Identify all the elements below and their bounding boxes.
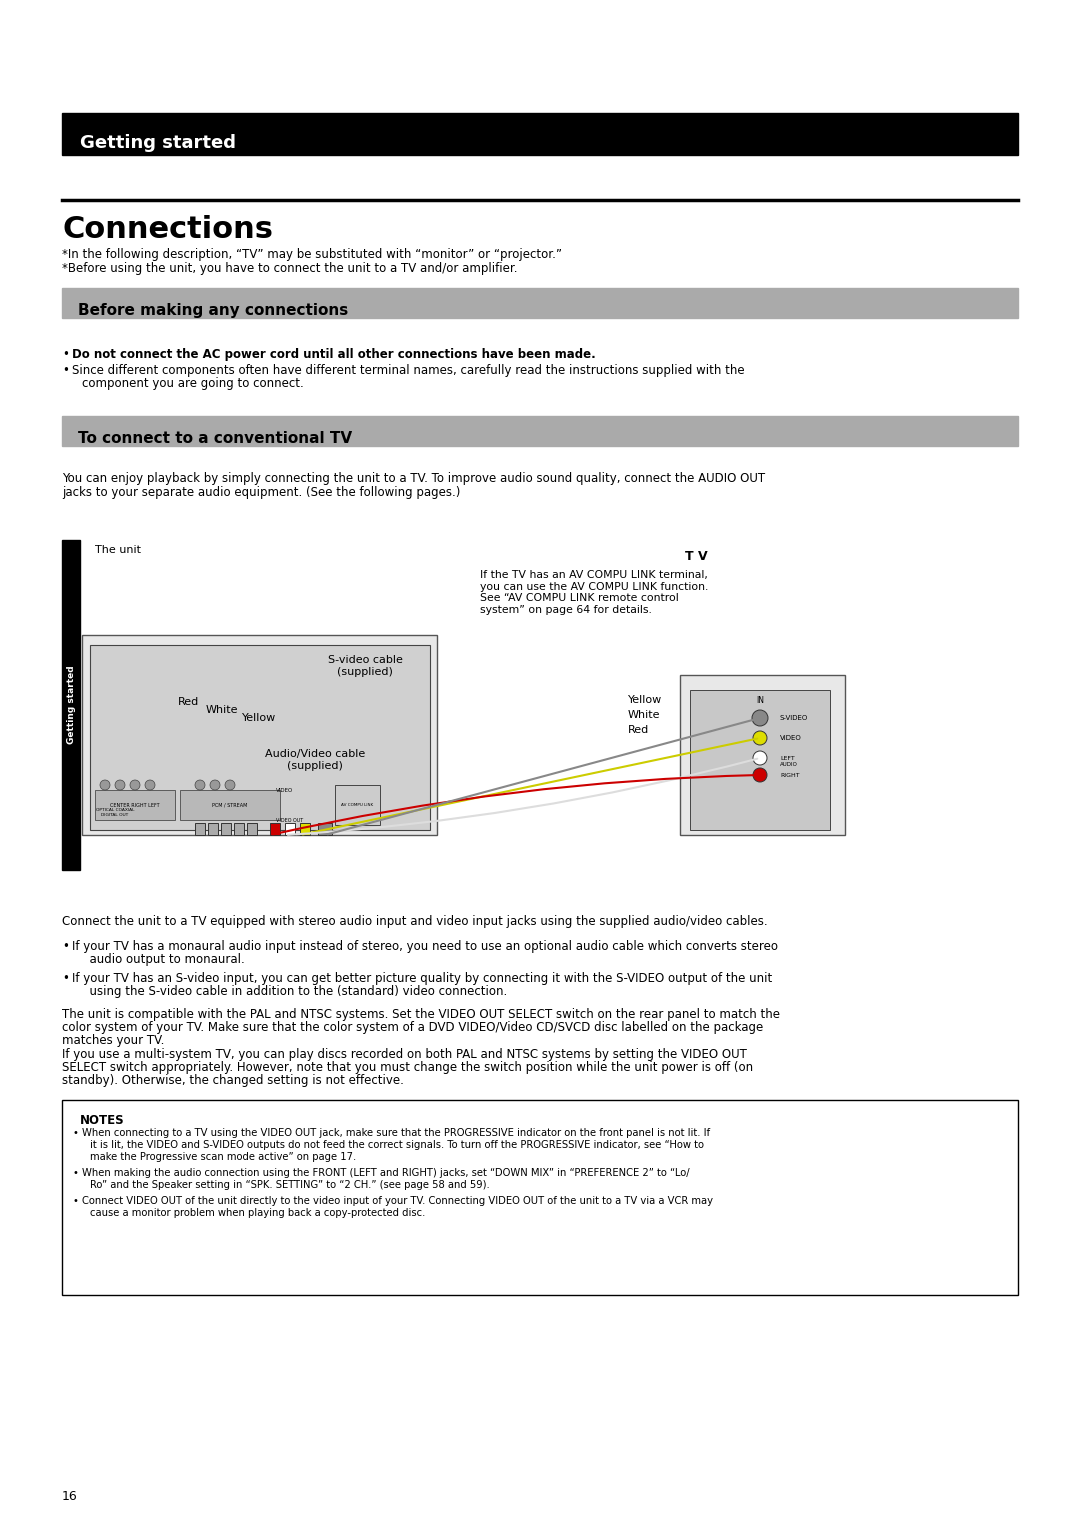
Circle shape [752, 711, 768, 726]
Text: You can enjoy playback by simply connecting the unit to a TV. To improve audio s: You can enjoy playback by simply connect… [62, 472, 765, 484]
Text: Do not connect the AC power cord until all other connections have been made.: Do not connect the AC power cord until a… [72, 348, 596, 361]
Circle shape [114, 779, 125, 790]
Text: If your TV has an S-video input, you can get better picture quality by connectin: If your TV has an S-video input, you can… [72, 972, 772, 986]
Circle shape [225, 779, 235, 790]
Circle shape [100, 779, 110, 790]
Bar [82, 636, 437, 834]
Text: Getting started: Getting started [80, 134, 237, 151]
Text: component you are going to connect.: component you are going to connect. [82, 377, 303, 390]
Text: •: • [72, 1128, 78, 1138]
Text: T V: T V [685, 550, 707, 562]
Text: If the TV has an AV COMPU LINK terminal,
you can use the AV COMPU LINK function.: If the TV has an AV COMPU LINK terminal,… [480, 570, 708, 614]
Text: VIDEO: VIDEO [276, 787, 294, 793]
Text: Ro” and the Speaker setting in “SPK. SETTING” to “2 CH.” (see page 58 and 59).: Ro” and the Speaker setting in “SPK. SET… [90, 1180, 489, 1190]
Bar [690, 691, 831, 830]
Text: AUDIO: AUDIO [780, 761, 798, 767]
Text: make the Progressive scan mode active” on page 17.: make the Progressive scan mode active” o… [90, 1152, 356, 1161]
Text: Before making any connections: Before making any connections [78, 303, 348, 318]
Text: When connecting to a TV using the VIDEO OUT jack, make sure that the PROGRESSIVE: When connecting to a TV using the VIDEO … [82, 1128, 711, 1138]
Bar [62, 113, 1018, 154]
Text: audio output to monaural.: audio output to monaural. [82, 953, 245, 966]
Text: •: • [62, 972, 69, 986]
Text: White: White [627, 711, 661, 720]
Text: •: • [62, 364, 69, 377]
Text: jacks to your separate audio equipment. (See the following pages.): jacks to your separate audio equipment. … [62, 486, 460, 500]
Bar [270, 824, 280, 834]
Bar [234, 824, 244, 834]
Text: Yellow: Yellow [242, 714, 276, 723]
Text: Red: Red [178, 697, 199, 707]
Circle shape [753, 769, 767, 782]
Text: DIGITAL OUT: DIGITAL OUT [102, 813, 129, 817]
Text: Red: Red [627, 724, 649, 735]
Text: Connect VIDEO OUT of the unit directly to the video input of your TV. Connecting: Connect VIDEO OUT of the unit directly t… [82, 1196, 713, 1206]
Circle shape [210, 779, 220, 790]
Text: color system of your TV. Make sure that the color system of a DVD VIDEO/Video CD: color system of your TV. Make sure that … [62, 1021, 764, 1034]
Text: using the S-video cable in addition to the (standard) video connection.: using the S-video cable in addition to t… [82, 986, 508, 998]
Bar [318, 824, 332, 834]
Bar [195, 824, 205, 834]
Text: it is lit, the VIDEO and S-VIDEO outputs do not feed the correct signals. To tur: it is lit, the VIDEO and S-VIDEO outputs… [90, 1140, 704, 1151]
Text: The unit: The unit [95, 545, 141, 555]
Bar [221, 824, 231, 834]
Text: CENTER RIGHT LEFT: CENTER RIGHT LEFT [110, 802, 160, 807]
Text: Audio/Video cable
(supplied): Audio/Video cable (supplied) [265, 749, 365, 770]
Text: matches your TV.: matches your TV. [62, 1034, 164, 1047]
Text: To connect to a conventional TV: To connect to a conventional TV [78, 431, 352, 446]
Bar [335, 785, 380, 825]
Text: standby). Otherwise, the changed setting is not effective.: standby). Otherwise, the changed setting… [62, 1074, 404, 1086]
Text: IN: IN [756, 695, 764, 704]
Circle shape [145, 779, 156, 790]
Bar [62, 287, 1018, 318]
Text: White: White [206, 704, 239, 715]
Text: cause a monitor problem when playing back a copy-protected disc.: cause a monitor problem when playing bac… [90, 1209, 426, 1218]
Bar [285, 824, 295, 834]
Text: AV COMPU LINK: AV COMPU LINK [341, 804, 373, 807]
Text: Connections: Connections [62, 215, 273, 244]
Bar [62, 416, 1018, 446]
Text: *Before using the unit, you have to connect the unit to a TV and/or amplifier.: *Before using the unit, you have to conn… [62, 261, 517, 275]
Text: When making the audio connection using the FRONT (LEFT and RIGHT) jacks, set “DO: When making the audio connection using t… [82, 1167, 690, 1178]
Text: Connect the unit to a TV equipped with stereo audio input and video input jacks : Connect the unit to a TV equipped with s… [62, 915, 768, 927]
Text: S-VIDEO: S-VIDEO [780, 715, 808, 721]
Text: LEFT: LEFT [780, 755, 795, 761]
Bar [62, 1100, 1018, 1296]
Text: *In the following description, “TV” may be substituted with “monitor” or “projec: *In the following description, “TV” may … [62, 248, 562, 261]
Bar [247, 824, 257, 834]
Text: The unit is compatible with the PAL and NTSC systems. Set the VIDEO OUT SELECT s: The unit is compatible with the PAL and … [62, 1008, 780, 1021]
Text: NOTES: NOTES [80, 1114, 124, 1128]
Circle shape [195, 779, 205, 790]
Text: Yellow: Yellow [627, 695, 662, 704]
Circle shape [130, 779, 140, 790]
Text: PCM / STREAM: PCM / STREAM [213, 802, 247, 807]
Text: RIGHT: RIGHT [780, 773, 799, 778]
Text: 16: 16 [62, 1490, 78, 1504]
Text: VIDEO: VIDEO [780, 735, 801, 741]
Text: •: • [72, 1196, 78, 1206]
Text: Getting started: Getting started [67, 666, 76, 744]
Text: VIDEO OUT: VIDEO OUT [276, 817, 303, 822]
Bar [208, 824, 218, 834]
Bar [300, 824, 310, 834]
Bar [180, 790, 280, 821]
Bar [90, 645, 430, 830]
Circle shape [753, 750, 767, 766]
Text: SELECT switch appropriately. However, note that you must change the switch posit: SELECT switch appropriately. However, no… [62, 1060, 753, 1074]
Circle shape [753, 730, 767, 746]
Bar [62, 539, 80, 869]
Text: If your TV has a monaural audio input instead of stereo, you need to use an opti: If your TV has a monaural audio input in… [72, 940, 778, 953]
Text: If you use a multi-system TV, you can play discs recorded on both PAL and NTSC s: If you use a multi-system TV, you can pl… [62, 1048, 747, 1060]
Bar [680, 675, 845, 834]
Text: OPTICAL COAXIAL: OPTICAL COAXIAL [96, 808, 134, 811]
Bar [95, 790, 175, 821]
Text: Since different components often have different terminal names, carefully read t: Since different components often have di… [72, 364, 744, 377]
Text: •: • [72, 1167, 78, 1178]
Text: •: • [62, 348, 69, 361]
Text: •: • [62, 940, 69, 953]
Text: S-video cable
(supplied): S-video cable (supplied) [327, 656, 403, 677]
